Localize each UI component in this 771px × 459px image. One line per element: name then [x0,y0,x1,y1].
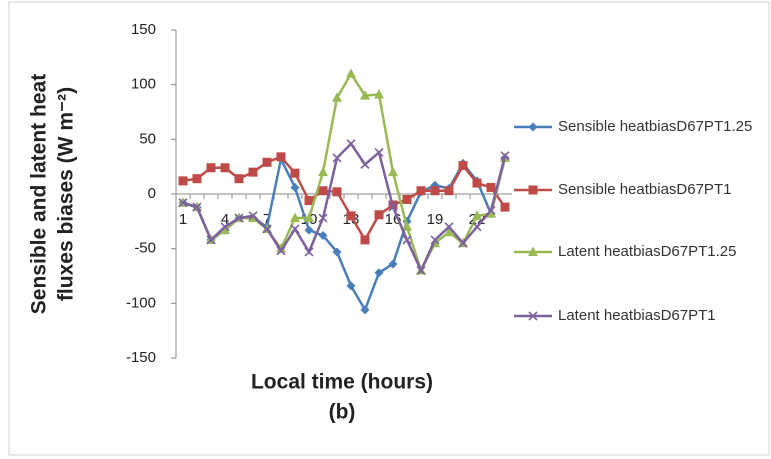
marker [318,186,328,196]
marker [234,213,244,223]
marker [416,186,426,196]
y-tick-label: 0 [148,185,156,202]
marker [416,265,426,276]
marker [360,90,370,100]
marker [332,187,342,197]
marker [374,89,384,99]
marker [346,68,356,78]
y-tick-label: 150 [131,21,156,38]
marker [444,222,454,232]
marker [234,174,244,184]
marker [444,226,454,237]
marker [374,210,384,220]
marker [472,210,482,220]
marker [304,196,314,206]
marker [528,246,538,256]
y-tick-label: -150 [126,349,156,366]
marker [500,202,510,212]
marker [206,163,216,173]
marker [276,152,286,162]
marker [374,268,384,278]
marker [402,235,412,245]
marker [290,168,300,178]
marker [360,305,370,315]
caption: (b) [329,401,356,424]
marker [528,311,538,321]
legend-label: Sensible heatbiasD67PT1 [558,181,732,198]
marker [304,247,314,257]
x-tick-label: 4 [221,211,229,228]
y-tick-label: 100 [131,76,156,93]
y-tick-label: 50 [139,130,156,147]
marker [304,212,314,223]
marker [178,176,188,186]
marker [528,122,538,132]
marker [346,139,356,149]
marker [206,235,216,245]
marker [178,198,188,208]
marker [318,213,328,223]
marker [346,281,356,291]
marker [388,259,398,269]
chart-frame [8,1,770,456]
marker [192,202,202,212]
marker [332,247,342,257]
x-tick-label: 7 [263,211,271,228]
marker [220,222,230,232]
y-tick-label: -100 [126,294,156,311]
marker [500,151,510,161]
y-axis-title: Sensible and latent heat [28,74,51,314]
marker [262,157,272,167]
legend-label: Latent heatbiasD67PT1.25 [558,243,737,260]
marker [290,224,300,234]
marker [304,225,314,235]
marker [486,208,496,218]
y-tick-label: -50 [134,240,156,257]
marker [374,147,384,158]
marker [332,92,342,102]
series-line [182,141,507,274]
marker [472,222,482,232]
marker [332,153,342,163]
x-axis-title: Local time (hours) [251,371,433,394]
marker [220,163,230,173]
marker [220,224,230,235]
y-axis-title: fluxes biases (W m⁻²) [55,87,78,301]
marker [402,194,412,204]
marker [276,246,286,256]
marker [388,202,398,212]
marker [430,235,440,245]
x-tick-label: 19 [427,211,444,228]
marker [486,205,496,215]
marker [360,159,370,170]
marker [472,178,482,188]
marker [318,166,328,177]
marker [290,182,300,192]
marker [444,186,454,196]
marker [458,238,468,248]
marker [528,185,538,195]
marker [486,182,496,192]
marker [248,167,258,177]
marker [192,174,202,184]
marker [346,211,356,221]
marker [360,235,370,245]
marker [388,166,398,177]
marker [248,211,258,221]
marker [402,221,412,231]
marker [262,224,272,234]
marker [430,186,440,196]
x-tick-label: 1 [179,211,187,228]
marker [318,231,328,241]
legend-label: Latent heatbiasD67PT1 [558,307,716,324]
marker [290,212,300,223]
legend-label: Sensible heatbiasD67PT1.25 [558,118,753,135]
marker [458,161,468,171]
marker [276,243,286,253]
